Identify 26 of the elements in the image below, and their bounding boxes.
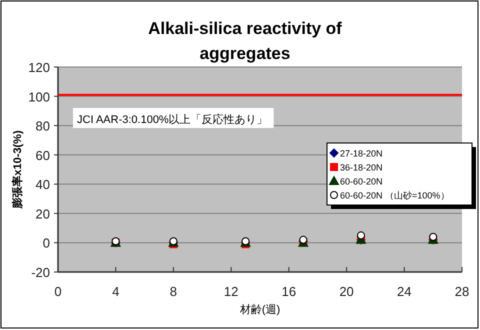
legend-label: 60-60-20N <box>340 176 383 186</box>
point <box>357 231 365 240</box>
x-axis-title: 材齢(週) <box>238 303 280 316</box>
y-tick-label: 80 <box>36 118 50 134</box>
y-tick-label: 60 <box>36 148 50 163</box>
x-tick-label: 24 <box>397 284 412 299</box>
x-tick-label: 4 <box>112 284 120 299</box>
y-tick-label: 100 <box>28 89 50 104</box>
legend-label: 36-18-20N <box>340 162 383 172</box>
legend-label: 60-60-20N （山砂=100%） <box>340 190 450 200</box>
legend-label: 27-18-20N <box>340 148 383 158</box>
x-tick-label: 20 <box>339 284 354 299</box>
x-tick-label: 12 <box>224 284 238 299</box>
x-tick-label: 16 <box>282 284 296 299</box>
y-tick-label: -20 <box>31 265 50 280</box>
y-tick-label: 40 <box>36 177 50 192</box>
x-tick-label: 0 <box>54 284 62 299</box>
y-axis-title: 膨張率x10-3(%) <box>11 130 24 210</box>
y-tick-label: 120 <box>28 60 50 75</box>
annotation: JCI AAR-3:0.100%以上「反応性あり」 <box>77 113 268 126</box>
point <box>429 232 438 241</box>
x-tick-label: 28 <box>454 284 470 299</box>
y-tick-label: 20 <box>36 206 50 222</box>
x-tick-label: 8 <box>170 284 178 299</box>
chart-title: Alkali-silica reactivity of aggregates <box>148 19 342 63</box>
y-tick-label: 0 <box>42 236 50 251</box>
